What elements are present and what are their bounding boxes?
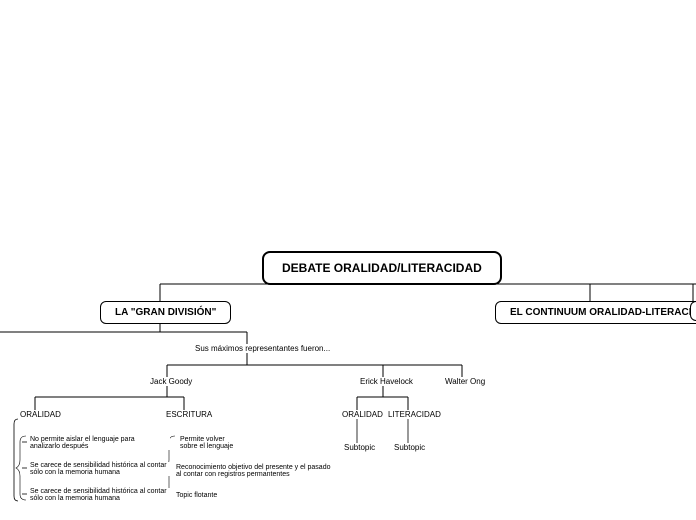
oralidad-leaf-3: Se carece de sensibilidad histórica al c… — [30, 488, 180, 502]
havelock-literacidad: LITERACIDAD — [388, 410, 441, 419]
branch-gran-division: LA "GRAN DIVISIÓN" — [100, 301, 231, 324]
havelock-subtopic-1: Subtopic — [344, 443, 375, 452]
rep-ong: Walter Ong — [445, 377, 485, 386]
havelock-oralidad: ORALIDAD — [342, 410, 383, 419]
escritura-leaf-3: Topic flotante — [176, 492, 276, 499]
root-node: DEBATE ORALIDAD/LITERACIDAD — [262, 251, 502, 285]
escritura-leaf-1: Permite volversobre el lenguaje — [180, 436, 280, 450]
rep-goody: Jack Goody — [150, 377, 192, 386]
goody-escritura: ESCRITURA — [166, 410, 212, 419]
oralidad-leaf-1: No permite aislar el lenguaje paraanaliz… — [30, 436, 170, 450]
goody-oralidad: ORALIDAD — [20, 410, 61, 419]
escritura-leaf-2: Reconocimiento objetivo del presente y e… — [176, 464, 346, 478]
rep-havelock: Erick Havelock — [360, 377, 413, 386]
branch-partial — [690, 301, 696, 321]
note-representantes: Sus máximos representantes fueron... — [195, 344, 330, 353]
branch-continuum: EL CONTINUUM ORALIDAD-LITERACIDAD — [495, 301, 696, 324]
oralidad-leaf-2: Se carece de sensibilidad histórica al c… — [30, 462, 180, 476]
havelock-subtopic-2: Subtopic — [394, 443, 425, 452]
